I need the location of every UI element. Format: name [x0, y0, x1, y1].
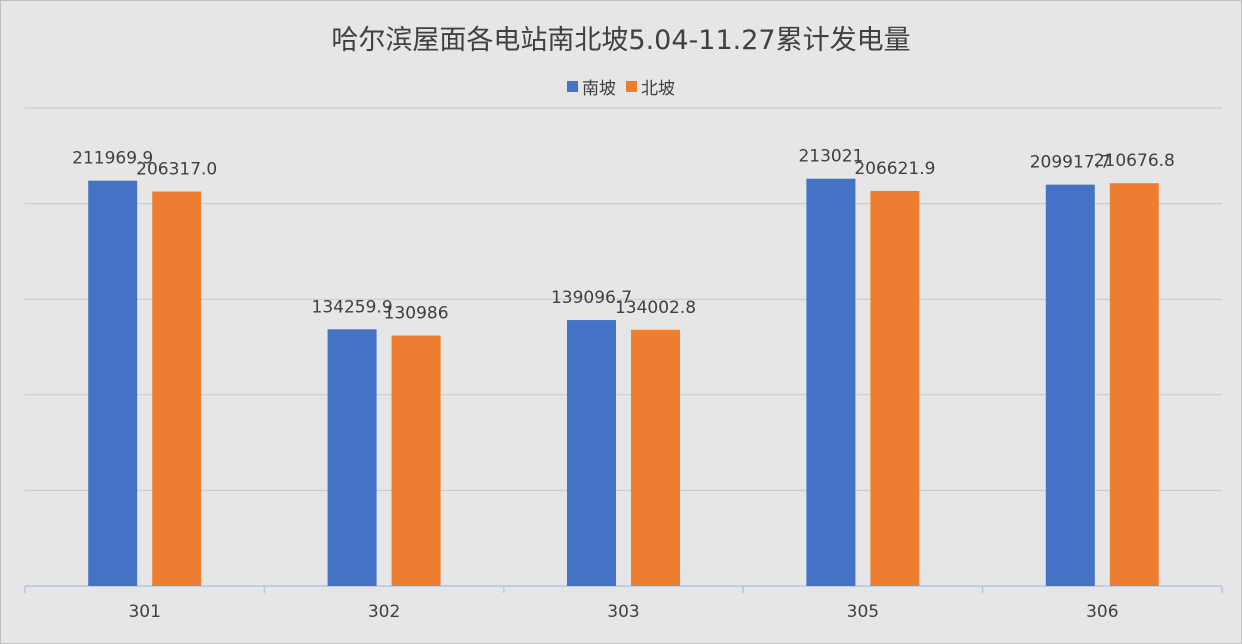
data-label: 206621.9 [854, 159, 935, 179]
data-label: 211969.9 [72, 149, 153, 169]
legend-item-south: 南坡 [567, 74, 616, 99]
x-tick-label: 306 [1086, 602, 1118, 622]
data-label: 206317.0 [136, 160, 217, 180]
legend-item-north: 北坡 [626, 74, 675, 99]
bar-north [631, 329, 680, 586]
data-label: 210676.8 [1094, 151, 1175, 171]
bar-north [870, 190, 920, 586]
bar-south [806, 178, 856, 586]
bar-north [1109, 183, 1159, 586]
bar-north [152, 191, 202, 586]
x-tick-label: 301 [128, 602, 160, 622]
bar-south [1045, 184, 1095, 586]
bar-south [327, 329, 377, 586]
legend-label-south: 南坡 [582, 79, 616, 99]
data-label: 209917.7 [1030, 153, 1111, 173]
legend-swatch-south [567, 81, 578, 92]
legend-swatch-north [626, 81, 637, 92]
chart-title: 哈尔滨屋面各电站南北坡5.04-11.27累计发电量 [331, 25, 911, 56]
bar-north [391, 335, 441, 586]
legend-label-north: 北坡 [641, 79, 675, 99]
x-tick-label: 302 [368, 602, 400, 622]
data-label: 139096.7 [551, 288, 632, 308]
bar-south [88, 180, 138, 586]
data-label: 134259.9 [312, 297, 393, 317]
x-tick-label: 303 [607, 602, 639, 622]
x-tick-label: 305 [847, 602, 879, 622]
legend: 南坡 北坡 [0, 74, 1242, 99]
data-label: 134002.8 [615, 298, 696, 318]
data-label: 130986 [384, 304, 449, 324]
data-label: 213021 [798, 147, 863, 167]
bar-south [567, 320, 616, 586]
